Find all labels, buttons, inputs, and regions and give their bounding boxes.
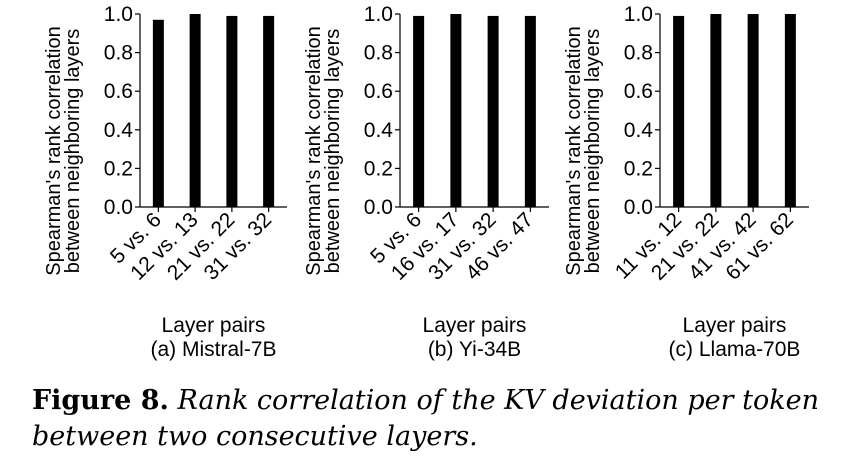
y-tick-label: 0.6 bbox=[104, 80, 133, 103]
bar bbox=[263, 15, 275, 208]
y-tick-label: 0.8 bbox=[104, 42, 133, 65]
bar bbox=[450, 14, 462, 207]
x-axis-label: Layer pairs bbox=[683, 314, 787, 337]
y-tick-label: 0.4 bbox=[364, 119, 394, 142]
bar bbox=[413, 15, 425, 208]
y-tick-label: 1.0 bbox=[364, 3, 393, 26]
y-axis-label: between neighboring layers bbox=[322, 29, 344, 274]
chart-subtitle: (b) Yi-34B bbox=[428, 338, 521, 361]
y-tick-label: 0.0 bbox=[104, 196, 133, 219]
figure-caption: Figure 8. Rank correlation of the KV dev… bbox=[32, 383, 852, 455]
y-tick-label: 0.2 bbox=[364, 157, 393, 180]
y-axis-label: Spearman's rank correlation bbox=[43, 26, 65, 276]
bar bbox=[673, 15, 685, 208]
bar bbox=[152, 19, 164, 208]
y-tick-label: 0.0 bbox=[624, 196, 653, 219]
figure-label: Figure 8. bbox=[32, 385, 169, 416]
y-tick-label: 0.4 bbox=[624, 119, 654, 142]
y-axis-label: between neighboring layers bbox=[62, 29, 84, 274]
y-tick-label: 0.6 bbox=[624, 80, 653, 103]
y-axis-label: between neighboring layers bbox=[582, 29, 604, 274]
bar bbox=[524, 15, 536, 208]
bar bbox=[747, 14, 759, 207]
bar bbox=[784, 14, 796, 207]
bar bbox=[226, 15, 238, 208]
figure-caption-text: Rank correlation of the KV deviation per… bbox=[32, 385, 819, 452]
y-tick-label: 0.8 bbox=[364, 42, 393, 65]
bar bbox=[189, 14, 201, 207]
bar bbox=[710, 14, 722, 207]
y-tick-label: 0.4 bbox=[104, 119, 134, 142]
y-axis-label: Spearman's rank correlation bbox=[563, 26, 585, 276]
y-tick-label: 1.0 bbox=[104, 3, 133, 26]
y-axis-label: Spearman's rank correlation bbox=[303, 26, 325, 276]
y-tick-label: 1.0 bbox=[624, 3, 653, 26]
y-tick-label: 0.8 bbox=[624, 42, 653, 65]
x-axis-label: Layer pairs bbox=[423, 314, 527, 337]
chart-subtitle: (c) Llama-70B bbox=[669, 338, 801, 361]
x-axis-label: Layer pairs bbox=[162, 314, 266, 337]
y-tick-label: 0.6 bbox=[364, 80, 393, 103]
y-tick-label: 0.2 bbox=[624, 157, 653, 180]
y-tick-label: 0.0 bbox=[364, 196, 393, 219]
chart-subtitle: (a) Mistral-7B bbox=[150, 338, 276, 361]
bar bbox=[487, 15, 499, 208]
y-tick-label: 0.2 bbox=[104, 157, 133, 180]
